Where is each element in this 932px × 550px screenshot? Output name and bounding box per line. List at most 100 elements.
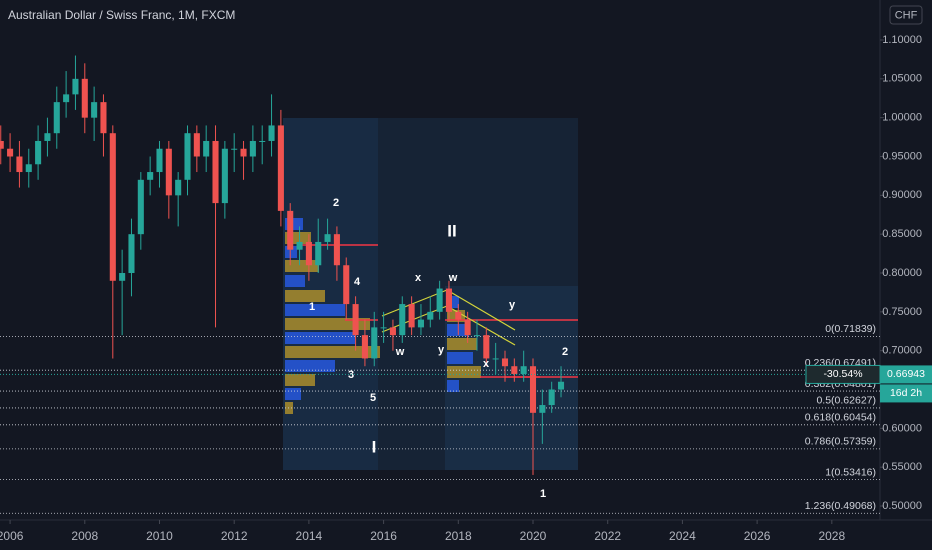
fib-label: 0.618(0.60454) [805, 412, 876, 424]
candle-body [324, 234, 331, 242]
wave-label: y [509, 299, 516, 311]
candle-body [511, 366, 518, 374]
countdown-badge [880, 384, 932, 403]
y-tick-label: 0.80000 [882, 267, 922, 279]
volume-profile-bar [285, 388, 301, 400]
wave-label: 2 [562, 346, 568, 358]
candle-body [399, 304, 406, 336]
y-tick-label: 0.95000 [882, 150, 922, 162]
price-badge [880, 365, 932, 384]
volume-profile-bar [285, 290, 325, 302]
wave-label: 2 [333, 197, 339, 209]
candle-body [408, 304, 415, 328]
currency-box[interactable] [889, 5, 923, 25]
wave-label: 1 [309, 301, 315, 313]
candle-body [212, 140, 219, 204]
candle-body [53, 102, 60, 134]
y-tick-label: 0.50000 [882, 500, 922, 512]
candle-body [81, 78, 88, 118]
fib-label: 1(0.53416) [825, 466, 876, 478]
candle-body [193, 133, 200, 157]
wave-label: x [415, 272, 422, 284]
candle-body [165, 148, 172, 196]
x-tick-label: 2008 [71, 529, 98, 543]
volume-profile-bar [447, 338, 477, 350]
fib-label: 0.786(0.57359) [805, 436, 876, 448]
y-tick-label: 0.85000 [882, 228, 922, 240]
candle-body [249, 140, 256, 157]
candle-body [72, 78, 79, 95]
candle-body [529, 366, 537, 413]
fib-label: 0(0.71839) [825, 323, 876, 335]
candle-body [91, 102, 98, 118]
candle-body [492, 358, 499, 360]
volume-profile-bar [285, 304, 345, 316]
candle-body [203, 140, 210, 157]
candle-body [44, 133, 51, 141]
x-tick-label: 2010 [146, 529, 173, 543]
candle-body [296, 241, 303, 250]
candle-body [557, 381, 565, 390]
x-tick-label: 2006 [0, 529, 24, 543]
candle-body [343, 265, 350, 305]
plot: 24135xwwyyx21III [0, 55, 568, 500]
candle-body [231, 148, 238, 150]
candle-body [473, 335, 481, 337]
volume-profile-bar [285, 360, 335, 372]
price-label: 0.66943 [887, 368, 925, 380]
wave-label: 5 [370, 392, 376, 404]
candle-body [7, 148, 14, 157]
candle-body [268, 125, 275, 141]
wave-label: II [447, 221, 456, 240]
candle-body [371, 327, 378, 359]
volume-profile-bar [447, 352, 473, 364]
candle-body [100, 102, 107, 134]
wave-label: w [395, 346, 405, 358]
x-tick-label: 2026 [744, 529, 771, 543]
chart-title: Australian Dollar / Swiss Franc, 1M, FXC… [8, 8, 235, 22]
candle-body [501, 358, 509, 367]
channel-line [381, 289, 448, 317]
x-tick-label: 2028 [818, 529, 845, 543]
countdown-label: 16d 2h [890, 387, 922, 399]
candle-body [63, 94, 70, 103]
candle-body [221, 148, 228, 204]
x-tick-label: 2024 [669, 529, 696, 543]
candle-body [455, 311, 462, 320]
volume-profile-bar [285, 402, 293, 414]
candle-body [305, 241, 312, 266]
candle-body [287, 210, 294, 250]
channel-line [446, 289, 516, 331]
x-tick-label: 2018 [445, 529, 472, 543]
candle-body [436, 288, 443, 312]
wave-label: x [483, 358, 490, 370]
wave-label: 1 [540, 488, 546, 500]
y-tick-label: 1.10000 [882, 34, 922, 46]
candle-body [539, 405, 546, 413]
candle-body [361, 335, 368, 359]
x-tick-label: 2022 [594, 529, 621, 543]
candle-body [137, 179, 144, 235]
candle-body [333, 234, 340, 266]
y-tick-label: 1.00000 [882, 112, 922, 124]
volume-profile-bar [447, 380, 459, 392]
candle-body [259, 140, 266, 142]
candle-body [147, 172, 154, 180]
x-tick-label: 2020 [520, 529, 547, 543]
candle-body [464, 319, 471, 336]
volume-profile-bar [285, 346, 380, 358]
volume-profile-bar [285, 332, 355, 344]
y-tick-label: 1.05000 [882, 73, 922, 85]
candle-body [0, 140, 4, 149]
candle-body [35, 140, 42, 165]
currency[interactable]: CHF [895, 9, 918, 21]
candle-body [417, 319, 424, 328]
fib-label: 0.5(0.62627) [816, 395, 876, 407]
change-label: -30.54% [823, 368, 862, 380]
y-tick-label: 0.90000 [882, 189, 922, 201]
candle-body [352, 304, 359, 336]
candle-body [277, 125, 284, 211]
candle-body [483, 335, 490, 359]
